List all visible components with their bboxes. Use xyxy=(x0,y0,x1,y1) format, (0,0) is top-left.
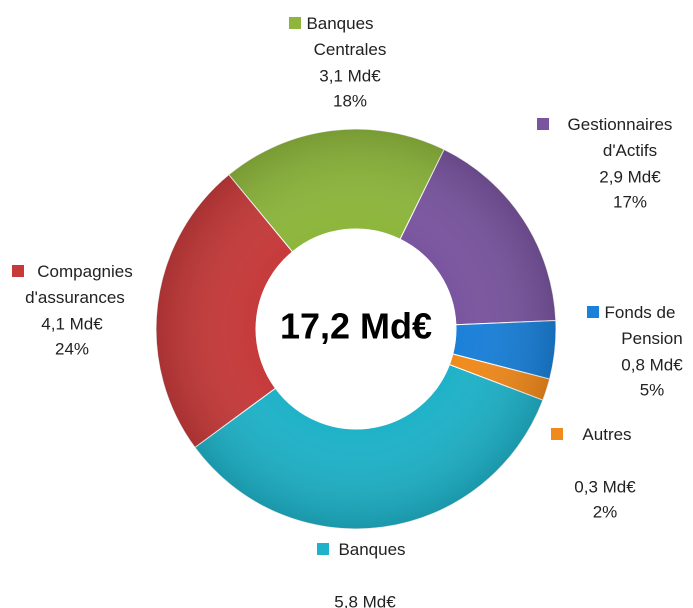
value-label: 0,3 Md€ xyxy=(574,477,636,496)
label-line: Pension xyxy=(621,329,682,348)
category-label: Autres xyxy=(582,425,631,444)
label-line: d'Actifs xyxy=(603,141,657,160)
label-line: Autres xyxy=(582,425,631,444)
legend-swatch xyxy=(537,118,549,130)
category-label: Gestionnaires d'Actifs xyxy=(568,115,673,160)
category-label: Banques Centrales xyxy=(306,14,386,59)
percentage-label: 18% xyxy=(333,91,367,110)
legend-swatch xyxy=(317,543,329,555)
label-line: Centrales xyxy=(314,40,387,59)
value-label: 0,8 Md€ xyxy=(621,355,683,374)
legend-swatch xyxy=(12,265,24,277)
legend-swatch xyxy=(551,428,563,440)
value-label: 5,8 Md€ xyxy=(334,592,396,608)
label-line: d'assurances xyxy=(25,288,125,307)
category-label: Compagnies d'assurances xyxy=(25,262,133,307)
legend-swatch xyxy=(289,17,301,29)
legend-swatch xyxy=(587,306,599,318)
label-line: Gestionnaires xyxy=(568,115,673,134)
category-label: Fonds de Pension xyxy=(605,303,683,348)
value-label: 2,9 Md€ xyxy=(599,167,661,186)
percentage-label: 2% xyxy=(593,502,618,521)
center-total: 17,2 Md€ xyxy=(280,306,432,347)
label-line: Banques xyxy=(338,540,405,559)
value-label: 3,1 Md€ xyxy=(319,66,381,85)
percentage-label: 5% xyxy=(640,380,665,399)
percentage-label: 24% xyxy=(55,339,89,358)
category-label: Banques xyxy=(338,540,405,559)
label-line: Compagnies xyxy=(37,262,132,281)
label-line: Fonds de xyxy=(605,303,676,322)
label-line: Banques xyxy=(306,14,373,33)
percentage-label: 17% xyxy=(613,192,647,211)
value-label: 4,1 Md€ xyxy=(41,314,103,333)
